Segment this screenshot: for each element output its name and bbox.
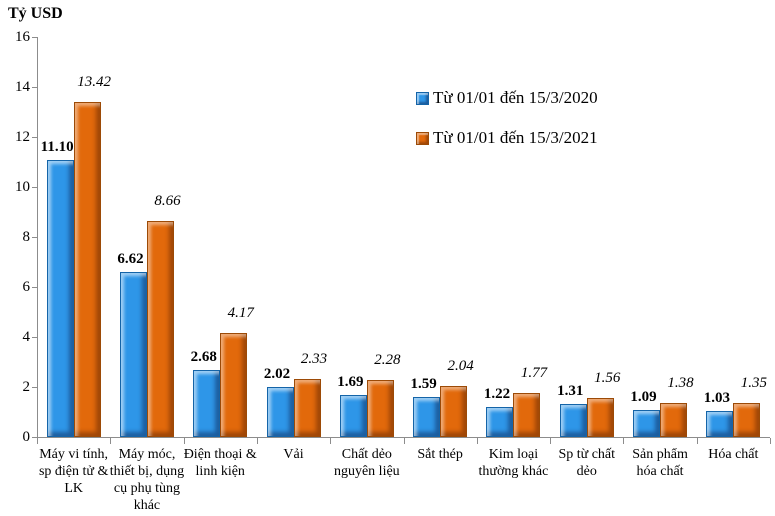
x-axis-tick [770,438,771,444]
legend-item-2020: Từ 01/01 đến 15/3/2020 [416,88,598,108]
bar-2021 [146,220,174,437]
y-axis-tick [32,237,37,238]
x-category-label: Vải [283,447,304,462]
bar-value-label-2021: 2.33 [300,350,328,367]
y-axis-tick [32,337,37,338]
bar-2020 [559,404,587,437]
bar-2021 [513,392,541,437]
x-axis-tick [37,438,38,444]
legend-item-2021: Từ 01/01 đến 15/3/2021 [416,128,598,148]
y-tick-label: 8 [22,229,31,245]
bar-value-label-2020: 1.09 [630,388,657,405]
bar-value-label-2020: 2.02 [263,365,291,382]
bar-value-label-2020: 1.22 [483,385,511,402]
bar-2020 [266,386,294,437]
x-axis-tick [623,438,625,444]
y-tick-label: 10 [15,179,30,195]
bar-value-label-2020: 11.10 [40,138,74,155]
bar-value-label-2020: 1.03 [703,390,730,407]
bar-2020 [706,411,734,437]
y-tick-label: 16 [15,29,30,45]
y-axis-tick [32,87,37,88]
x-category-label: Chất dẻo nguyên liệu [333,447,400,479]
y-axis-tick [32,287,37,288]
legend-swatch-2020-icon [416,91,429,105]
bar-value-label-2020: 1.69 [337,373,364,390]
x-category-label: Máy móc, thiết bị, dụng cụ phụ tùng khác [109,447,185,513]
x-axis-tick [183,438,185,444]
bar-2020 [339,394,367,437]
bar-2020 [413,397,441,437]
x-axis-tick [696,438,698,444]
bar-2021 [293,378,321,437]
legend: Từ 01/01 đến 15/3/2020 Từ 01/01 đến 15/3… [416,88,598,168]
x-category-label: Sắt thép [417,447,463,462]
bar-2020 [46,159,74,437]
bar-2021 [586,398,614,437]
x-axis-tick [403,438,405,444]
y-axis-line [37,37,38,437]
y-tick-label: 2 [22,379,31,395]
bar-2021 [733,403,761,437]
y-axis-tick [32,37,37,38]
y-tick-label: 12 [15,129,30,145]
y-tick-label: 0 [22,429,31,445]
y-tick-label: 6 [22,279,31,295]
x-category-label: Sp từ chất dẻo [558,447,616,479]
x-category-label: Máy vi tính, sp điện tử & LK [38,447,109,496]
legend-swatch-2021-icon [416,131,429,145]
x-category-label: Hóa chất [708,447,759,462]
y-axis-title: Tỷ USD [8,5,63,22]
x-axis-tick [476,438,478,444]
legend-label-2020: Từ 01/01 đến 15/3/2020 [433,88,598,107]
y-axis-tick [32,387,37,388]
y-axis-tick [32,137,37,138]
bar-value-label-2020: 1.31 [557,383,584,400]
bar-2021 [660,402,688,437]
x-category-label: Điện thoại & linh kiện [183,447,257,479]
bar-value-label-2021: 8.66 [154,192,181,209]
bar-2021 [440,386,468,437]
bar-2021 [73,101,101,437]
bar-value-label-2021: 2.28 [374,352,401,368]
bar-value-label-2021: 1.56 [594,370,621,386]
legend-label-2021: Từ 01/01 đến 15/3/2021 [433,128,598,147]
x-category-label: Kim loại thường khác [478,447,549,479]
x-axis-tick [550,438,552,444]
y-axis-tick [32,187,37,188]
bar-2020 [119,271,147,437]
bar-value-label-2021: 1.38 [667,374,694,391]
bar-value-label-2021: 13.42 [77,73,112,90]
y-tick-label: 4 [22,329,31,345]
bar-value-label-2020: 1.59 [410,376,437,393]
x-category-label: Sản phẩm hóa chất [632,447,688,479]
bar-value-label-2020: 2.68 [190,349,217,365]
bar-value-label-2021: 1.35 [740,375,767,392]
bar-2021 [366,380,394,437]
bar-value-label-2021: 1.77 [520,364,548,381]
bar-2021 [220,332,248,437]
bar-value-label-2021: 2.04 [447,358,474,374]
y-tick-label: 14 [15,79,30,95]
x-axis-line [37,437,770,438]
x-axis-tick [256,438,258,444]
bar-2020 [633,409,661,437]
bar-value-label-2020: 6.62 [117,250,144,267]
bar-2020 [486,406,514,437]
x-axis-tick [330,438,332,444]
bar-value-label-2021: 4.17 [227,304,254,321]
x-axis-tick [110,438,112,444]
bar-2020 [193,370,221,437]
y-axis-tick [32,437,37,438]
